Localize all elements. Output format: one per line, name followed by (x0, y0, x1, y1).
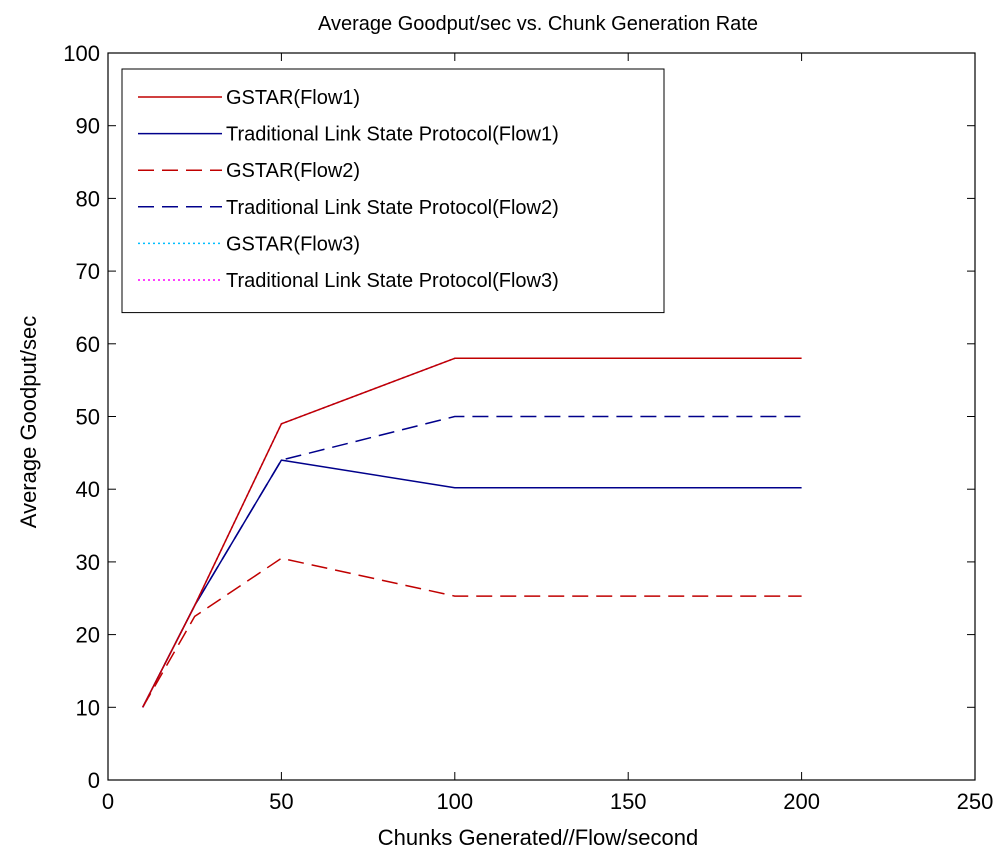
y-tick-label: 60 (76, 332, 100, 357)
legend-box (121, 68, 665, 314)
legend-label: GSTAR(Flow1) (226, 87, 360, 109)
x-tick-label: 50 (269, 789, 293, 814)
ticks-layer: 0 50 100 150 200 250 0 10 20 30 40 50 60 70 80 90 100 (63, 41, 993, 814)
y-tick-label: 70 (76, 259, 100, 284)
legend-label: GSTAR(Flow2) (226, 160, 360, 182)
legend-label: Traditional Link State Protocol(Flow2) (226, 197, 559, 219)
series-layer (142, 357, 802, 708)
series-line (142, 357, 802, 708)
x-tick-label: 100 (436, 789, 473, 814)
x-axis-label: Chunks Generated//Flow/second (378, 825, 698, 850)
x-tick-label: 200 (783, 789, 820, 814)
x-tick-label: 0 (102, 789, 114, 814)
y-tick-label: 20 (76, 623, 100, 648)
y-tick-label: 50 (76, 405, 100, 430)
x-tick-label: 150 (610, 789, 647, 814)
y-tick-label: 30 (76, 550, 100, 575)
y-tick-label: 40 (76, 477, 100, 502)
y-tick-label: 90 (76, 114, 100, 139)
legend-label: GSTAR(Flow3) (226, 233, 360, 255)
y-tick-label: 80 (76, 186, 100, 211)
y-tick-label: 0 (88, 768, 100, 793)
y-tick-label: 10 (76, 695, 100, 720)
legend-label: Traditional Link State Protocol(Flow3) (226, 270, 559, 292)
y-tick-label: 100 (63, 41, 100, 66)
legend-label: Traditional Link State Protocol(Flow1) (226, 124, 559, 146)
y-axis-label: Average Goodput/sec (16, 316, 41, 528)
legend: GSTAR(Flow1) Traditional Link State Proto… (121, 68, 665, 314)
x-tick-label: 250 (957, 789, 994, 814)
chart-title: Average Goodput/sec vs. Chunk Generation… (318, 13, 758, 35)
